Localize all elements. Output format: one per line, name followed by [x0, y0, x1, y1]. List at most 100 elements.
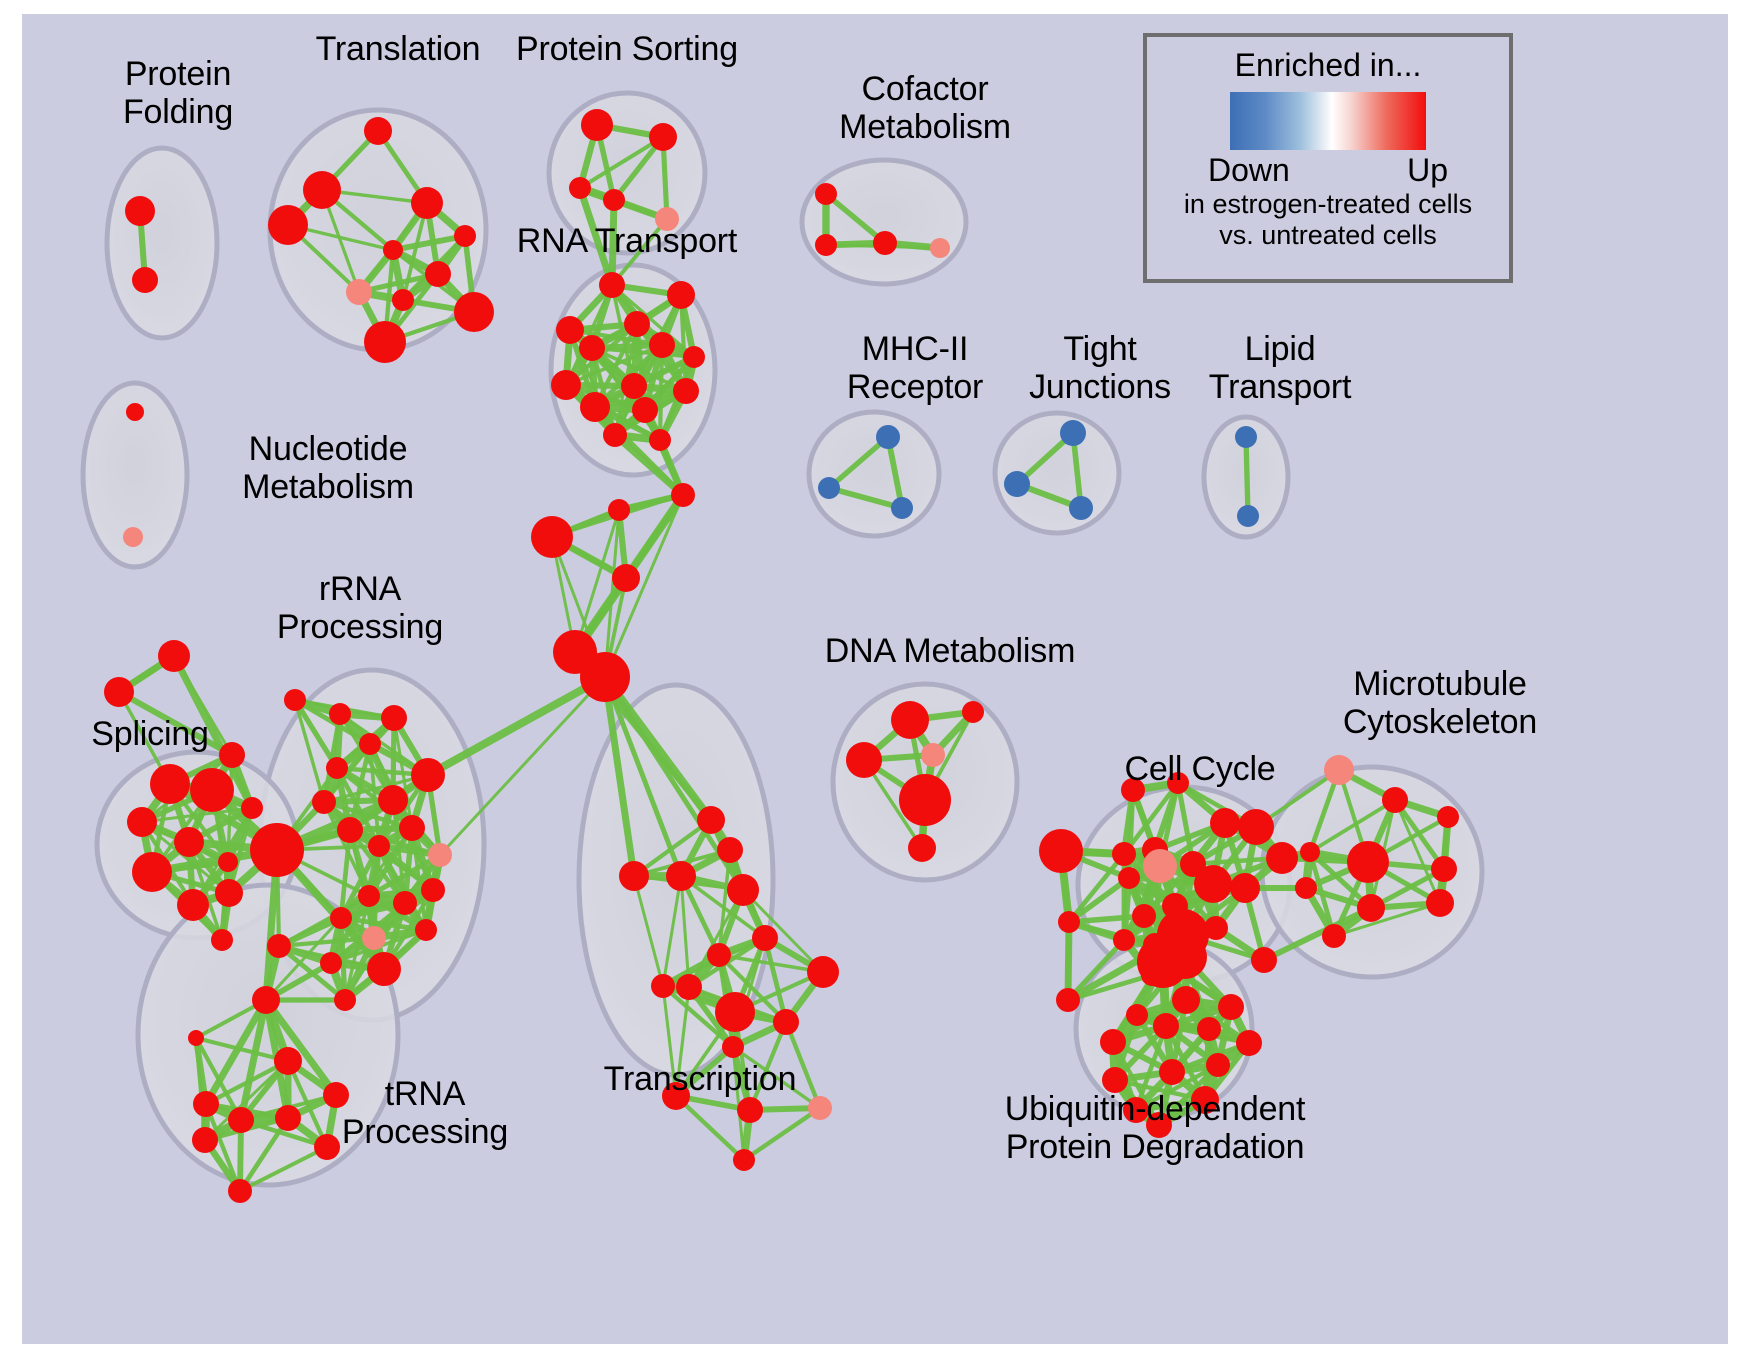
network-node[interactable]: [192, 1127, 218, 1153]
network-node[interactable]: [579, 335, 605, 361]
network-node[interactable]: [1167, 772, 1189, 794]
network-node[interactable]: [808, 1096, 832, 1120]
network-node[interactable]: [1251, 947, 1277, 973]
network-node[interactable]: [649, 332, 675, 358]
network-node[interactable]: [1004, 471, 1030, 497]
network-node[interactable]: [326, 757, 348, 779]
network-node[interactable]: [364, 321, 406, 363]
network-node[interactable]: [722, 1036, 744, 1058]
network-node[interactable]: [188, 1030, 204, 1046]
network-node[interactable]: [312, 790, 336, 814]
network-node[interactable]: [1300, 842, 1320, 862]
network-node[interactable]: [228, 1179, 252, 1203]
network-node[interactable]: [215, 879, 243, 907]
network-node[interactable]: [1118, 867, 1140, 889]
network-node[interactable]: [421, 878, 445, 902]
network-node[interactable]: [580, 652, 630, 702]
network-node[interactable]: [1230, 873, 1260, 903]
network-node[interactable]: [612, 564, 640, 592]
network-node[interactable]: [752, 925, 778, 951]
network-node[interactable]: [367, 952, 401, 986]
network-node[interactable]: [603, 189, 625, 211]
network-node[interactable]: [415, 919, 437, 941]
network-node[interactable]: [411, 187, 443, 219]
network-node[interactable]: [127, 807, 157, 837]
network-node[interactable]: [930, 238, 950, 258]
network-node[interactable]: [346, 279, 372, 305]
network-node[interactable]: [1069, 496, 1093, 520]
network-node[interactable]: [228, 1107, 254, 1133]
network-node[interactable]: [454, 225, 476, 247]
network-node[interactable]: [715, 992, 755, 1032]
network-node[interactable]: [624, 311, 650, 337]
network-node[interactable]: [132, 852, 172, 892]
network-node[interactable]: [697, 806, 725, 834]
network-node[interactable]: [599, 272, 625, 298]
network-node[interactable]: [569, 177, 591, 199]
network-node[interactable]: [362, 926, 386, 950]
network-node[interactable]: [193, 1091, 219, 1117]
network-node[interactable]: [846, 742, 882, 778]
network-node[interactable]: [329, 703, 351, 725]
network-node[interactable]: [655, 207, 679, 231]
network-node[interactable]: [1324, 755, 1354, 785]
network-node[interactable]: [150, 764, 190, 804]
network-node[interactable]: [428, 843, 452, 867]
network-node[interactable]: [876, 425, 900, 449]
network-node[interactable]: [1102, 1067, 1128, 1093]
network-node[interactable]: [818, 477, 840, 499]
network-node[interactable]: [252, 986, 280, 1014]
network-node[interactable]: [219, 742, 245, 768]
network-node[interactable]: [378, 785, 408, 815]
network-node[interactable]: [1172, 986, 1200, 1014]
network-node[interactable]: [1180, 851, 1206, 877]
network-node[interactable]: [218, 852, 238, 872]
network-node[interactable]: [267, 934, 291, 958]
network-node[interactable]: [608, 499, 630, 521]
network-node[interactable]: [581, 109, 613, 141]
network-node[interactable]: [733, 1149, 755, 1171]
network-node[interactable]: [359, 733, 381, 755]
cluster-ellipse-cofactor-metabolism[interactable]: [799, 157, 969, 287]
network-node[interactable]: [815, 234, 837, 256]
network-node[interactable]: [649, 123, 677, 151]
network-node[interactable]: [393, 891, 417, 915]
network-node[interactable]: [1194, 865, 1232, 903]
network-node[interactable]: [330, 907, 352, 929]
network-node[interactable]: [392, 289, 414, 311]
network-node[interactable]: [190, 768, 234, 812]
network-node[interactable]: [673, 378, 699, 404]
network-node[interactable]: [737, 1097, 763, 1123]
network-node[interactable]: [1191, 1086, 1219, 1114]
network-node[interactable]: [1347, 841, 1389, 883]
network-node[interactable]: [1112, 842, 1136, 866]
network-node[interactable]: [921, 743, 945, 767]
network-node[interactable]: [323, 1082, 349, 1108]
network-node[interactable]: [1431, 856, 1457, 882]
network-node[interactable]: [1218, 994, 1244, 1020]
network-node[interactable]: [671, 483, 695, 507]
network-node[interactable]: [334, 989, 356, 1011]
network-node[interactable]: [1132, 904, 1156, 928]
network-node[interactable]: [211, 929, 233, 951]
network-node[interactable]: [1143, 849, 1177, 883]
network-node[interactable]: [531, 516, 573, 558]
network-node[interactable]: [1121, 778, 1145, 802]
network-node[interactable]: [899, 774, 951, 826]
network-node[interactable]: [908, 834, 936, 862]
network-node[interactable]: [1204, 916, 1228, 940]
network-node[interactable]: [603, 423, 627, 447]
network-node[interactable]: [662, 1082, 690, 1110]
network-node[interactable]: [666, 861, 696, 891]
network-node[interactable]: [274, 1047, 302, 1075]
network-node[interactable]: [123, 527, 143, 547]
network-node[interactable]: [1357, 894, 1385, 922]
network-node[interactable]: [1236, 1030, 1262, 1056]
network-node[interactable]: [411, 758, 445, 792]
network-node[interactable]: [125, 196, 155, 226]
network-node[interactable]: [632, 397, 658, 423]
network-node[interactable]: [241, 797, 263, 819]
network-node[interactable]: [619, 861, 649, 891]
network-node[interactable]: [174, 827, 204, 857]
network-node[interactable]: [132, 267, 158, 293]
